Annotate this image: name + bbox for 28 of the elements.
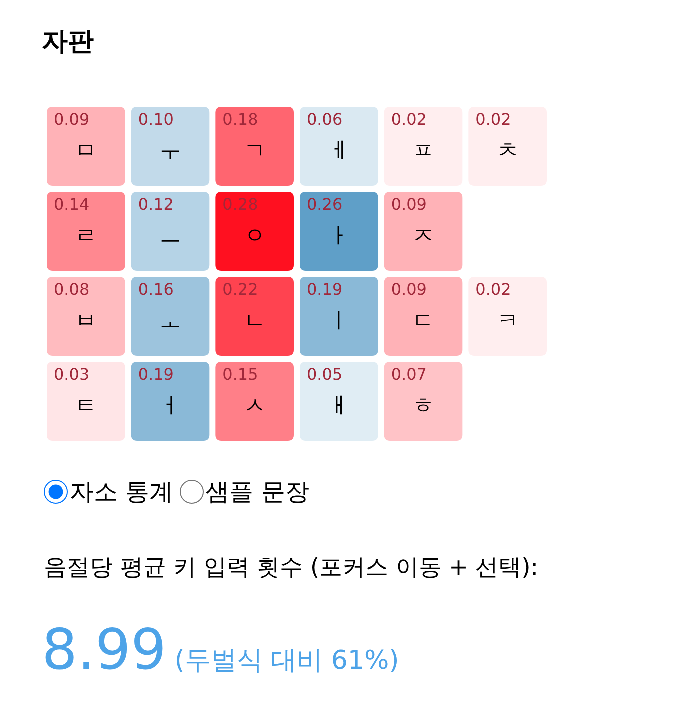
data-label: 0.06 ㅔ (307, 110, 350, 164)
data-label: 0.26 ㅏ (307, 195, 350, 250)
data-label: 0.14 ㄹ (54, 195, 98, 250)
text: 샘플 문장 (204, 477, 310, 508)
data-label: 0.19 ㅣ (307, 280, 350, 334)
data-label: 0.07 ㅎ (391, 365, 434, 420)
data-label: 0.15 ㅅ (222, 365, 266, 420)
data-label: 0.16 ㅗ (138, 280, 182, 334)
text: 음절당 평균 키 입력 횟수 (포커스 이동 + 선택): (44, 554, 538, 583)
data-label: 0.02 ㅋ (476, 280, 519, 334)
data-label: 0.09 ㄷ (391, 280, 434, 334)
data-label: 0.12 ㅡ (138, 195, 182, 250)
data-label: 0.10 ㅜ (138, 110, 182, 164)
data-label: 0.03 ㅌ (54, 365, 98, 420)
data-label: 0.02 ㅍ (391, 110, 434, 164)
data-label: 0.05 ㅐ (307, 365, 350, 420)
text: 자소 통계 (69, 477, 174, 508)
data-label: 0.19 ㅓ (138, 365, 182, 420)
text: (두벌식 대비 61%) (174, 646, 400, 676)
chart-title: 자판 (42, 26, 94, 59)
data-label: 0.02 ㅊ (476, 110, 519, 164)
data-label: 0.28 ㅇ (222, 195, 266, 250)
data-label: 0.22 ㄴ (222, 280, 266, 334)
data-label: 0.09 ㅈ (391, 195, 434, 250)
data-label: 0.09 ㅁ (54, 110, 98, 164)
data-label: 0.18 ㄱ (222, 110, 266, 164)
text: 8.99 (42, 618, 167, 683)
data-label: 0.08 ㅂ (54, 280, 98, 334)
